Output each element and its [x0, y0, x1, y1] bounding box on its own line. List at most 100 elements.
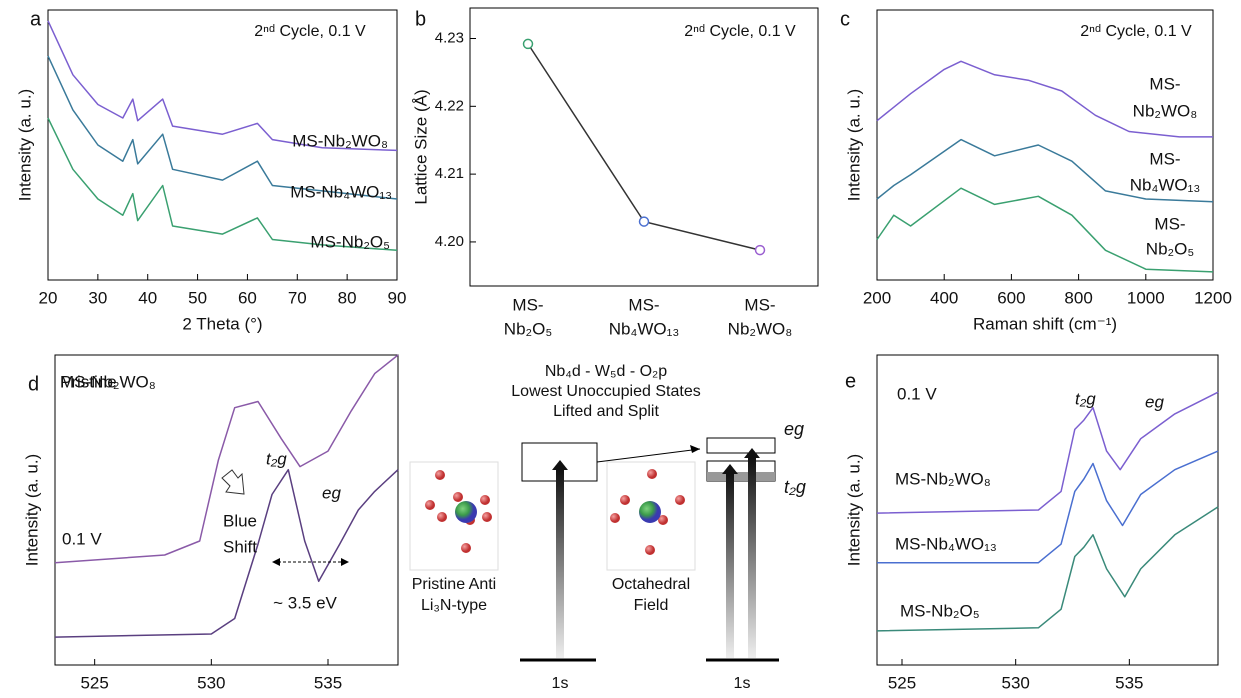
x-tick-label: MS-	[744, 295, 775, 314]
t2g-label: t₂g	[784, 477, 806, 497]
y-tick-label: 4.23	[435, 29, 464, 46]
series-line	[876, 391, 1219, 514]
x-tick-label: 530	[197, 673, 225, 692]
x-tick-label: 60	[238, 288, 257, 307]
x-tick-label: 70	[288, 288, 307, 307]
panel-label: e	[845, 370, 856, 392]
series-line	[876, 506, 1219, 632]
series-label: MS-Nb₄WO₁₃	[290, 182, 392, 201]
y-axis-label: Lattice Size (Å)	[411, 89, 430, 204]
panel-label: c	[840, 8, 850, 30]
annotation: 0.1 V	[897, 384, 937, 403]
series-label: MS-Nb₄WO₁₃	[895, 534, 997, 553]
series-line	[876, 60, 1213, 138]
metal-atom	[455, 501, 477, 523]
series-label: Nb₂O₅	[1146, 239, 1194, 258]
annotation: t₂g	[266, 449, 287, 468]
x-tick-label: Nb₄WO₁₃	[609, 319, 680, 338]
y-tick-label: 4.22	[435, 97, 464, 114]
diagram-label: Pristine Anti	[412, 576, 496, 593]
annotation: Shift	[223, 537, 257, 556]
arrow-head	[272, 558, 280, 566]
annotation: MS-Nb₂WO₈	[60, 372, 156, 391]
y-axis-label: Intensity (a. u.)	[844, 454, 863, 566]
series-label: MS-Nb₂WO₈	[895, 469, 991, 488]
x-tick-label: 530	[1001, 673, 1029, 692]
x-tick-label: MS-	[628, 295, 659, 314]
arrow-head	[552, 460, 568, 470]
plot-frame	[47, 9, 398, 281]
series-line	[47, 55, 398, 200]
y-axis-label: Intensity (a. u.)	[15, 89, 34, 201]
x-tick-label: 200	[863, 288, 891, 307]
series-label: 0.1 V	[62, 529, 102, 548]
series-label: Pristine	[60, 372, 117, 391]
arrow-head	[690, 445, 700, 453]
arrow-head	[744, 448, 760, 458]
arrow-head	[341, 558, 349, 566]
diagram-header: Lifted and Split	[553, 403, 659, 420]
series-label: MS-Nb₂WO₈	[292, 131, 388, 150]
blue-shift-arrow	[221, 469, 245, 495]
t2g-band	[707, 472, 775, 481]
series-label: MS-Nb₂O₅	[310, 232, 390, 251]
diagram: Nb₄d - W₅d - O₂p Lowest Unoccupied State…	[409, 363, 806, 692]
plot-frame	[876, 9, 1214, 281]
annotation: Blue	[223, 511, 257, 530]
plot-frame	[54, 354, 399, 666]
transition-arrow	[748, 458, 756, 658]
panel-label: d	[28, 373, 39, 395]
x-tick-label: 20	[39, 288, 58, 307]
x-tick-label: 1200	[1194, 288, 1232, 307]
series-line	[876, 187, 1214, 273]
x-tick-label: Nb₂O₅	[504, 319, 552, 338]
level-label: 1s	[734, 675, 751, 692]
series-line	[877, 450, 1219, 564]
x-axis-label: Raman shift (cm⁻¹)	[973, 314, 1117, 333]
diagram-label: Field	[634, 597, 669, 614]
transition-arrow	[556, 470, 564, 658]
x-tick-label: 535	[1115, 673, 1143, 692]
point	[638, 216, 650, 227]
diagram-header: Lowest Unoccupied States	[511, 383, 700, 400]
x-tick-label: Nb₂WO₈	[728, 319, 793, 338]
diagram-header: Nb₄d - W₅d - O₂p	[545, 363, 667, 380]
series-label: Nb₂WO₈	[1133, 101, 1198, 120]
y-tick-label: 4.21	[435, 165, 464, 182]
x-axis-label: 2 Theta (°)	[182, 314, 262, 333]
series-label: MS-	[1149, 149, 1180, 168]
annotation: 2ⁿᵈ Cycle, 0.1 V	[684, 23, 796, 40]
x-tick-label: 40	[138, 288, 157, 307]
series-line	[876, 138, 1214, 203]
y-axis-label: Intensity (a. u.)	[844, 89, 863, 201]
arrow-head	[722, 464, 738, 474]
series-label: MS-Nb₂O₅	[900, 601, 980, 620]
panel-label: a	[30, 8, 42, 30]
annotation: 2ⁿᵈ Cycle, 0.1 V	[254, 23, 366, 40]
annotation: 2ⁿᵈ Cycle, 0.1 V	[1080, 23, 1192, 40]
oxygen-atoms	[425, 469, 685, 555]
point	[522, 38, 534, 50]
level-label: 1s	[552, 675, 569, 692]
split-arrow	[596, 448, 701, 463]
series-label: Nb₄WO₁₃	[1130, 175, 1201, 194]
y-tick-label: 4.20	[435, 233, 464, 250]
y-axis-label: Intensity (a. u.)	[22, 454, 41, 566]
eg-label: eg	[784, 419, 804, 439]
series-line	[47, 20, 398, 152]
x-tick-label: 600	[997, 288, 1025, 307]
x-tick-label: 525	[80, 673, 108, 692]
plot-frame	[876, 354, 1219, 666]
eg-box	[706, 437, 776, 454]
panel-label: b	[415, 8, 426, 30]
series-line	[54, 468, 399, 638]
series-label: MS-	[1154, 214, 1185, 233]
x-tick-label: 50	[188, 288, 207, 307]
x-tick-label: 800	[1064, 288, 1092, 307]
annotation: eg	[1145, 392, 1164, 411]
series-label: MS-	[1149, 74, 1180, 93]
annotation: t₂g	[1075, 389, 1096, 408]
plot-frame	[469, 7, 819, 287]
